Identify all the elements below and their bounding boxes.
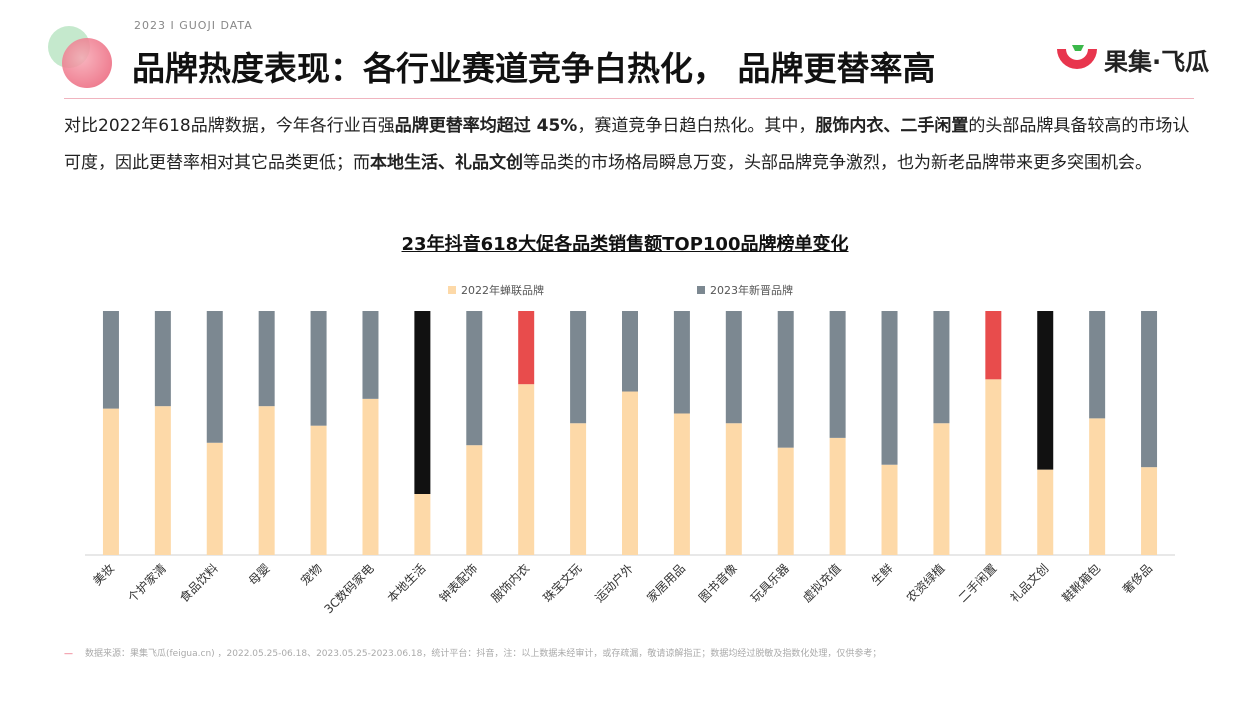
bar-retained-17 [985,379,1002,555]
intro-bold-1: 品牌更替率均超过 45% [394,116,578,136]
top-label: 2023 I GUOJI DATA [134,19,253,32]
bar-retained-11 [673,413,690,555]
legend-item-retained: 2022年蝉联品牌 [448,282,544,298]
bar-new-0 [102,311,119,409]
data-source-note: — 数据来源：果集飞瓜(feigua.cn) ，2022.05.25-06.18、… [64,646,881,659]
x-tick-label-15: 生鲜 [869,561,896,588]
intro-text-1: 对比2022年618品牌数据，今年各行业百强 [64,116,395,136]
bar-new-2 [206,311,223,443]
x-tick-label-14: 虚拟充值 [799,561,844,606]
bar-new-9 [570,311,587,424]
bar-new-17 [985,311,1002,380]
x-tick-label-16: 农资绿植 [903,561,948,606]
bar-new-7 [466,311,483,446]
bar-retained-12 [725,423,742,555]
source-text: 数据来源：果集飞瓜(feigua.cn) ，2022.05.25-06.18、2… [85,649,882,659]
bar-new-8 [518,311,535,385]
bar-new-1 [154,311,171,407]
bar-new-6 [414,311,431,494]
bar-retained-16 [933,423,950,555]
bar-retained-3 [258,406,275,555]
bar-new-13 [777,311,794,448]
brand-name: 果集·飞瓜 [1104,48,1210,76]
legend-swatch-new [697,286,705,294]
bar-retained-15 [881,464,898,555]
bar-retained-7 [466,445,483,555]
bar-retained-13 [777,447,794,555]
intro-text-2: ，赛道竞争日趋白热化。其中， [577,116,816,136]
bar-retained-19 [1089,418,1106,555]
legend-swatch-retained [448,286,456,294]
chart-title: 23年抖音618大促各品类销售额TOP100品牌榜单变化 [401,234,849,255]
x-tick-label-4: 宠物 [297,561,325,589]
intro-text-3: 的头部品牌具备较高的市场认可度，因此更替率相对其它品类更低；而 [64,116,1190,173]
bar-new-18 [1037,311,1054,470]
bar-retained-6 [414,494,431,555]
bar-new-12 [725,311,742,424]
x-tick-label-5: 3C数码家电 [321,561,377,617]
x-tick-label-17: 二手闲置 [956,561,1000,605]
header-divider [64,98,1194,99]
intro-paragraph: 对比2022年618品牌数据，今年各行业百强品牌更替率均超过 45%，赛道竞争日… [64,108,1194,181]
x-tick-label-19: 鞋靴箱包 [1059,561,1104,606]
bar-new-3 [258,311,275,407]
x-tick-label-6: 本地生活 [385,561,429,605]
x-tick-label-20: 奢侈品 [1120,561,1155,596]
decorative-circles [48,26,118,96]
x-tick-label-12: 图书音像 [695,561,740,606]
legend-item-new: 2023年新晋品牌 [697,282,793,298]
bar-new-16 [933,311,950,424]
brand-logo-group: 果集·飞瓜 [1054,42,1209,77]
bar-retained-4 [310,425,327,555]
brand-logo-icon [1057,44,1097,69]
source-dash-icon: — [64,649,73,659]
x-tick-label-1: 个护家清 [124,561,169,606]
bar-new-4 [310,311,327,426]
bar-retained-10 [622,391,638,555]
x-tick-label-7: 钟表配饰 [436,561,481,606]
x-tick-label-8: 服饰内衣 [488,561,533,606]
x-tick-label-3: 母婴 [246,561,273,588]
bar-retained-5 [362,398,379,555]
bar-new-5 [362,311,379,399]
legend-label-new: 2023年新晋品牌 [710,284,793,297]
bar-retained-18 [1037,469,1054,555]
bar-new-10 [622,311,638,392]
bar-retained-8 [518,384,535,555]
pink-circle-decor [62,38,112,88]
bar-retained-1 [154,406,171,555]
intro-bold-3: 本地生活、礼品文创 [370,152,523,173]
bar-new-15 [881,311,898,465]
bar-retained-2 [206,442,223,555]
bar-retained-9 [570,423,587,555]
x-tick-label-18: 礼品文创 [1007,561,1052,606]
x-tick-label-0: 美妆 [90,561,117,588]
bar-retained-14 [829,437,846,555]
page-title: 品牌热度表现：各行业赛道竞争白热化， 品牌更替率高 [132,49,936,88]
bar-new-14 [829,311,846,438]
bar-new-11 [673,311,690,414]
x-tick-label-2: 食品饮料 [176,561,221,606]
x-tick-label-11: 家居用品 [643,561,688,606]
legend-label-retained: 2022年蝉联品牌 [461,284,544,297]
bar-new-20 [1141,311,1158,468]
intro-text-4: 等品类的市场格局瞬息万变，头部品牌竞争激烈，也为新老品牌带来更多突围机会。 [523,152,1152,173]
bar-retained-20 [1141,467,1158,555]
x-tick-label-13: 玩具乐器 [748,561,792,605]
intro-bold-2: 服饰内衣、二手闲置 [815,116,969,136]
bar-new-19 [1089,311,1106,419]
x-tick-label-10: 运动户外 [592,561,637,606]
bar-retained-0 [102,408,119,555]
x-tick-label-9: 珠宝文玩 [540,561,585,606]
